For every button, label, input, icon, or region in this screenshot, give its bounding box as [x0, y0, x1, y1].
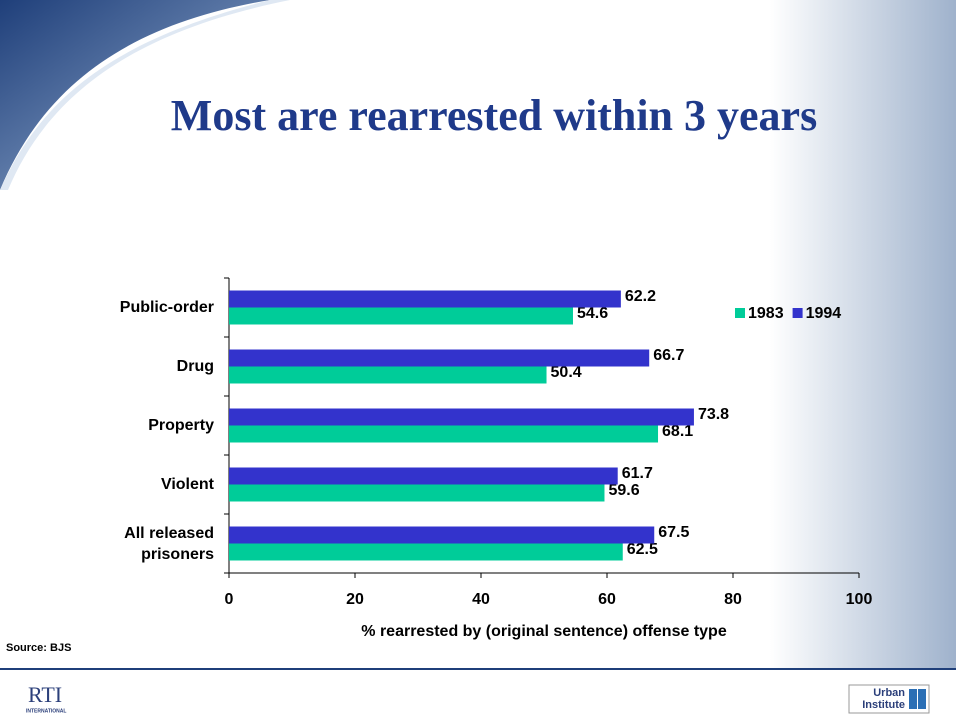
bar [229, 366, 547, 384]
background-gradient [770, 0, 956, 668]
urban-logo-icon [909, 689, 917, 709]
bar [229, 484, 605, 502]
data-label: 73.8 [698, 406, 729, 423]
data-label: 66.7 [653, 347, 684, 364]
urban-logo-icon [918, 689, 926, 709]
bar [229, 425, 659, 443]
data-label: 59.6 [608, 482, 639, 499]
rti-logo-sub: INTERNATIONAL [26, 708, 66, 714]
x-tick-label: 0 [225, 591, 234, 608]
bar [229, 408, 694, 426]
bar [229, 543, 623, 561]
data-label: 62.5 [627, 541, 658, 558]
bar [229, 349, 650, 367]
source: Source: BJS [6, 642, 71, 654]
y-tick-label: Drug [176, 358, 214, 375]
urban-logo: Institute [862, 699, 905, 711]
urban-logo: Urban [873, 687, 905, 699]
bar [229, 467, 618, 485]
data-label: 54.6 [577, 305, 608, 322]
bar [229, 307, 573, 325]
x-tick-label: 80 [724, 591, 742, 608]
x-tick-label: 100 [846, 591, 873, 608]
x-tick-label: 40 [472, 591, 490, 608]
legend-label: 1994 [806, 305, 842, 322]
data-label: 67.5 [658, 524, 689, 541]
bar [229, 290, 621, 308]
x-tick-label: 60 [598, 591, 616, 608]
legend-swatch [735, 308, 745, 318]
y-tick-label: Violent [160, 476, 214, 493]
x-axis-label: % rearrested by (original sentence) offe… [361, 623, 727, 640]
data-label: 61.7 [622, 465, 653, 482]
rti-logo: RTI [28, 682, 62, 707]
y-tick-label: Public-order [119, 299, 214, 316]
bar [229, 526, 655, 544]
data-label: 68.1 [662, 423, 693, 440]
chart-title: Most are rearrested within 3 years [171, 91, 817, 140]
swoosh [0, 0, 270, 190]
legend-swatch [792, 308, 803, 318]
legend-label: 1983 [748, 305, 784, 322]
data-label: 50.4 [551, 364, 582, 381]
y-tick-label: All released prisoners [124, 524, 214, 563]
y-tick-label: Property [148, 417, 214, 434]
x-tick-label: 20 [346, 591, 364, 608]
data-label: 62.2 [625, 288, 656, 305]
